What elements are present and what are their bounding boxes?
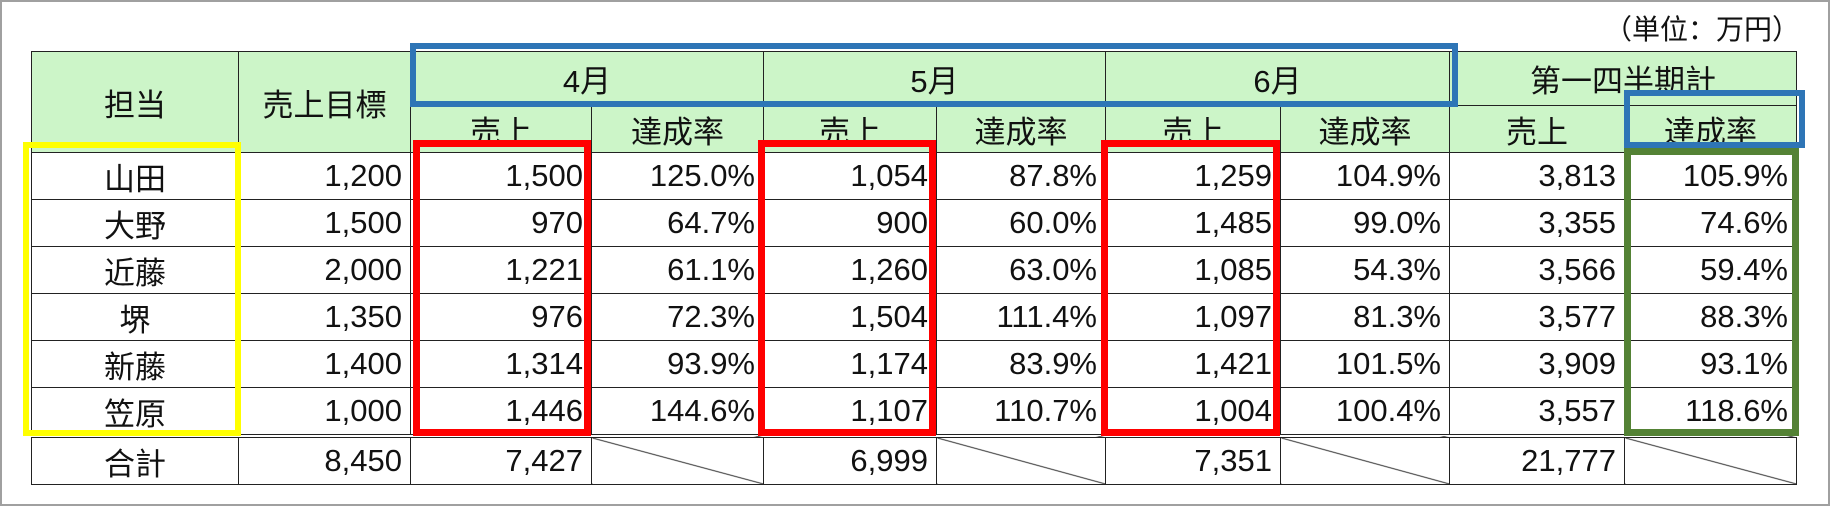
target-cell: 2,000 (238, 246, 411, 294)
sales-cell: 1,314 (410, 340, 592, 388)
sales-cell: 1,504 (763, 293, 937, 341)
quarter-sales-cell: 3,813 (1449, 152, 1625, 200)
rate-cell: 60.0% (936, 199, 1106, 247)
table-row: 近藤 2,000 1,221 61.1% 1,260 63.0% 1,085 54.3% 3,5… (31, 246, 1797, 294)
rate-cell: 64.7% (591, 199, 764, 247)
unit-label: （単位：万円） (1603, 13, 1800, 46)
sales-cell: 1,421 (1105, 340, 1281, 388)
person-name: 近藤 (31, 246, 239, 294)
sales-cell: 1,054 (763, 152, 937, 200)
person-name: 山田 (31, 152, 239, 200)
header-quarter: 第一四半期計 (1449, 51, 1797, 106)
sales-cell: 1,259 (1105, 152, 1281, 200)
quarter-sales-cell: 3,557 (1449, 387, 1625, 437)
table-row: 大野 1,500 970 64.7% 900 60.0% 1,485 99.0% 3,355 74… (31, 199, 1797, 247)
target-cell: 1,200 (238, 152, 411, 200)
person-name: 新藤 (31, 340, 239, 388)
rate-cell: 72.3% (591, 293, 764, 341)
total-label: 合計 (31, 434, 239, 485)
header-sales: 売上 (1105, 105, 1281, 153)
quarter-sales-cell: 3,355 (1449, 199, 1625, 247)
sales-cell: 1,004 (1105, 387, 1281, 437)
header-month: 6月 (1105, 51, 1450, 106)
rate-cell: 81.3% (1280, 293, 1450, 341)
target-cell: 1,350 (238, 293, 411, 341)
header-rate: 達成率 (591, 105, 764, 153)
rate-cell: 83.9% (936, 340, 1106, 388)
header-rate: 達成率 (1280, 105, 1450, 153)
header-month: 4月 (410, 51, 764, 106)
quarter-rate-cell: 105.9% (1624, 152, 1797, 200)
person-name: 大野 (31, 199, 239, 247)
rate-cell: 100.4% (1280, 387, 1450, 437)
target-cell: 1,500 (238, 199, 411, 247)
table-row: 堺 1,350 976 72.3% 1,504 111.4% 1,097 81.3% 3,577… (31, 293, 1797, 341)
target-cell: 1,000 (238, 387, 411, 437)
header-sales: 売上 (763, 105, 937, 153)
rate-cell: 63.0% (936, 246, 1106, 294)
quarter-sales-cell: 3,566 (1449, 246, 1625, 294)
sales-cell: 1,174 (763, 340, 937, 388)
header-sales: 売上 (410, 105, 592, 153)
header-rate: 達成率 (1624, 105, 1797, 153)
rate-cell: 104.9% (1280, 152, 1450, 200)
quarter-rate-cell: 88.3% (1624, 293, 1797, 341)
table-row: 新藤 1,400 1,314 93.9% 1,174 83.9% 1,421 101.5% 3,… (31, 340, 1797, 388)
rate-cell: 144.6% (591, 387, 764, 437)
rate-cell: 54.3% (1280, 246, 1450, 294)
rate-cell: 125.0% (591, 152, 764, 200)
table-row: 山田 1,200 1,500 125.0% 1,054 87.8% 1,259 104.9% 3… (31, 152, 1797, 200)
quarter-sales-cell: 3,909 (1449, 340, 1625, 388)
table-row: 笠原 1,000 1,446 144.6% 1,107 110.7% 1,004 100.4%… (31, 387, 1797, 437)
rate-cell: 61.1% (591, 246, 764, 294)
rate-cell: 101.5% (1280, 340, 1450, 388)
sales-cell: 1,085 (1105, 246, 1281, 294)
person-name: 笠原 (31, 387, 239, 437)
sales-cell: 1,446 (410, 387, 592, 437)
diagonal-empty-cell (1280, 434, 1450, 485)
diagonal-empty-cell (1624, 434, 1797, 485)
total-target: 8,450 (238, 434, 411, 485)
diagonal-empty-cell (591, 434, 764, 485)
sales-cell: 1,260 (763, 246, 937, 294)
sales-cell: 1,097 (1105, 293, 1281, 341)
rate-cell: 93.9% (591, 340, 764, 388)
sales-cell: 1,107 (763, 387, 937, 437)
quarter-rate-cell: 74.6% (1624, 199, 1797, 247)
sales-cell: 1,485 (1105, 199, 1281, 247)
quarter-rate-cell: 59.4% (1624, 246, 1797, 294)
quarter-sales-cell: 3,577 (1449, 293, 1625, 341)
header-target: 売上目標 (238, 51, 411, 153)
person-name: 堺 (31, 293, 239, 341)
total-sales: 6,999 (763, 434, 937, 485)
target-cell: 1,400 (238, 340, 411, 388)
header-month: 5月 (763, 51, 1106, 106)
rate-cell: 110.7% (936, 387, 1106, 437)
diagonal-empty-cell (936, 434, 1106, 485)
sales-table: 担当 売上目標 4月 5月 6月 第一四半期計 売上 達成率 売上 達成率 売上 達成率売… (31, 51, 1797, 485)
sales-cell: 970 (410, 199, 592, 247)
header-sales: 売上 (1449, 105, 1625, 153)
rate-cell: 87.8% (936, 152, 1106, 200)
header-rate: 達成率 (936, 105, 1106, 153)
rate-cell: 111.4% (936, 293, 1106, 341)
sales-cell: 976 (410, 293, 592, 341)
quarter-rate-cell: 93.1% (1624, 340, 1797, 388)
sales-cell: 900 (763, 199, 937, 247)
total-sales: 7,427 (410, 434, 592, 485)
sales-cell: 1,500 (410, 152, 592, 200)
header-person: 担当 (31, 51, 239, 153)
total-sales: 7,351 (1105, 434, 1281, 485)
quarter-rate-cell: 118.6% (1624, 387, 1797, 437)
total-quarter-sales: 21,777 (1449, 434, 1625, 485)
rate-cell: 99.0% (1280, 199, 1450, 247)
sales-cell: 1,221 (410, 246, 592, 294)
total-row: 合計 8,450 7,427 6,999 7,351 21,777 (31, 434, 1797, 485)
